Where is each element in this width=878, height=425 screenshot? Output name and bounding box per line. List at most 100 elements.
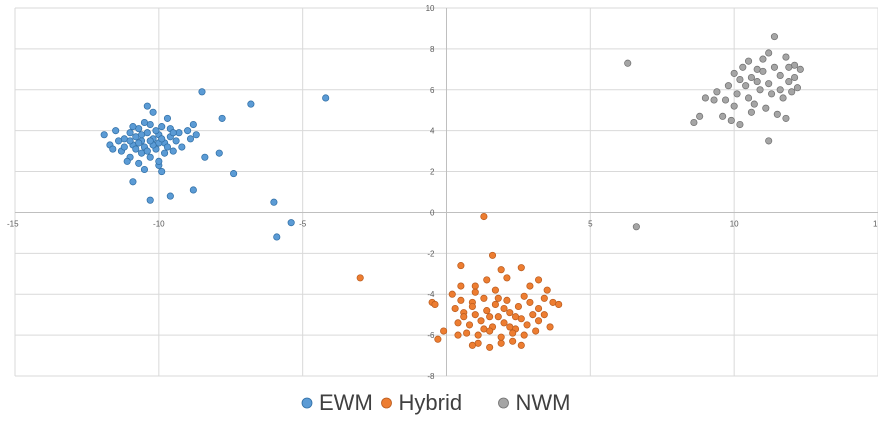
data-point-hybrid [500,319,508,327]
data-point-hybrid [454,319,462,327]
data-point-hybrid [448,290,456,298]
data-point-hybrid [471,311,479,319]
data-point-hybrid [457,262,465,270]
data-point-nwm [782,53,790,61]
x-tick-label: -5 [299,219,307,228]
data-point-hybrid [491,286,499,294]
data-point-hybrid [500,304,508,313]
data-points [100,33,804,351]
data-point-nwm [719,112,727,120]
x-tick-label: -15 [7,219,19,228]
data-point-ewm [169,129,177,137]
data-point-nwm [788,88,796,96]
data-point-hybrid [509,337,517,345]
data-point-ewm [184,127,192,135]
data-point-nwm [733,90,741,98]
data-point-hybrid [503,296,511,304]
data-point-hybrid [526,282,534,290]
data-point-hybrid [465,321,474,329]
data-point-ewm [143,147,151,155]
data-point-ewm [123,157,131,165]
data-point-hybrid [540,294,548,302]
data-point-ewm [218,114,226,122]
data-point-ewm [273,233,281,241]
data-point-nwm [624,59,632,67]
legend-marker-nwm [498,397,509,409]
data-point-ewm [100,131,108,139]
data-point-nwm [785,63,793,71]
data-point-hybrid [480,325,488,333]
data-point-hybrid [511,313,520,321]
data-point-nwm [756,86,764,94]
data-point-ewm [155,157,163,165]
data-point-ewm [129,178,137,186]
data-point-hybrid [497,339,505,347]
y-tick-label: 6 [430,86,435,95]
data-point-hybrid [483,307,491,315]
data-point-nwm [730,69,738,77]
data-point-nwm [773,110,781,118]
data-point-nwm [782,114,790,122]
data-point-ewm [115,137,123,145]
data-point-ewm [138,131,146,139]
data-point-nwm [776,71,784,80]
y-tick-label: -2 [427,249,435,258]
data-point-nwm [765,137,773,145]
y-tick-label: 4 [430,127,435,136]
data-point-ewm [230,170,238,178]
x-tick-label: 1 [873,219,878,228]
data-point-hybrid [471,282,479,290]
data-point-ewm [198,88,206,96]
data-point-ewm [126,129,134,137]
data-point-hybrid [514,302,522,311]
data-point-ewm [161,149,169,157]
data-point-nwm [796,65,804,73]
data-point-ewm [112,127,120,135]
data-point-nwm [690,118,698,127]
data-point-hybrid [454,331,462,339]
data-point-ewm [166,192,174,200]
data-point-hybrid [488,251,497,259]
data-point-nwm [753,78,761,86]
data-point-nwm [765,49,773,57]
data-point-hybrid [503,274,511,282]
legend-label-hybrid: Hybrid [399,390,463,415]
data-point-ewm [120,143,128,151]
legend-marker-hybrid [381,397,392,409]
data-point-nwm [779,94,787,102]
data-point-ewm [178,143,186,151]
tick-labels: -15 -10 -5 5 10 1 -8 -6 -4 -2 0 2 4 6 8 10 [7,4,878,381]
data-point-nwm [742,82,750,90]
data-point-nwm [713,88,721,96]
axes [15,8,878,376]
data-point-hybrid [486,313,494,321]
data-point-ewm [189,120,197,129]
data-point-hybrid [356,274,364,282]
data-point-nwm [770,33,778,41]
data-point-nwm [791,73,799,82]
data-point-ewm [146,137,154,145]
data-point-hybrid [494,313,502,321]
data-point-ewm [135,159,143,167]
data-point-ewm [132,145,140,153]
data-point-nwm [701,94,709,102]
data-point-hybrid [440,327,448,335]
data-point-ewm [201,153,209,161]
data-point-ewm [158,168,166,176]
data-point-hybrid [431,300,439,308]
legend-label-nwm: NWM [516,390,571,415]
data-point-nwm [744,57,753,65]
data-point-nwm [759,55,767,63]
y-tick-label: -4 [427,290,435,299]
data-point-hybrid [535,304,543,313]
data-point-ewm [135,139,143,147]
data-point-hybrid [463,329,471,337]
data-point-ewm [322,94,330,102]
data-point-hybrid [535,276,543,284]
data-point-nwm [759,67,767,75]
data-point-hybrid [523,321,531,329]
data-point-hybrid [434,335,442,343]
data-point-nwm [770,63,778,71]
data-point-nwm [747,108,755,116]
